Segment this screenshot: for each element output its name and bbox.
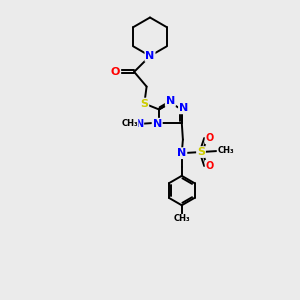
- Text: N: N: [179, 103, 188, 113]
- Text: S: S: [140, 99, 148, 109]
- Text: N: N: [153, 119, 162, 129]
- Text: CH₃: CH₃: [217, 146, 234, 155]
- Text: CH₃: CH₃: [121, 119, 138, 128]
- Text: O: O: [206, 134, 214, 143]
- Text: N: N: [177, 148, 186, 158]
- Text: N: N: [135, 119, 143, 129]
- Text: CH₃: CH₃: [173, 214, 190, 224]
- Text: N: N: [166, 96, 175, 106]
- Text: N: N: [146, 51, 154, 61]
- Text: O: O: [206, 160, 214, 171]
- Text: S: S: [197, 147, 205, 157]
- Text: O: O: [111, 67, 120, 77]
